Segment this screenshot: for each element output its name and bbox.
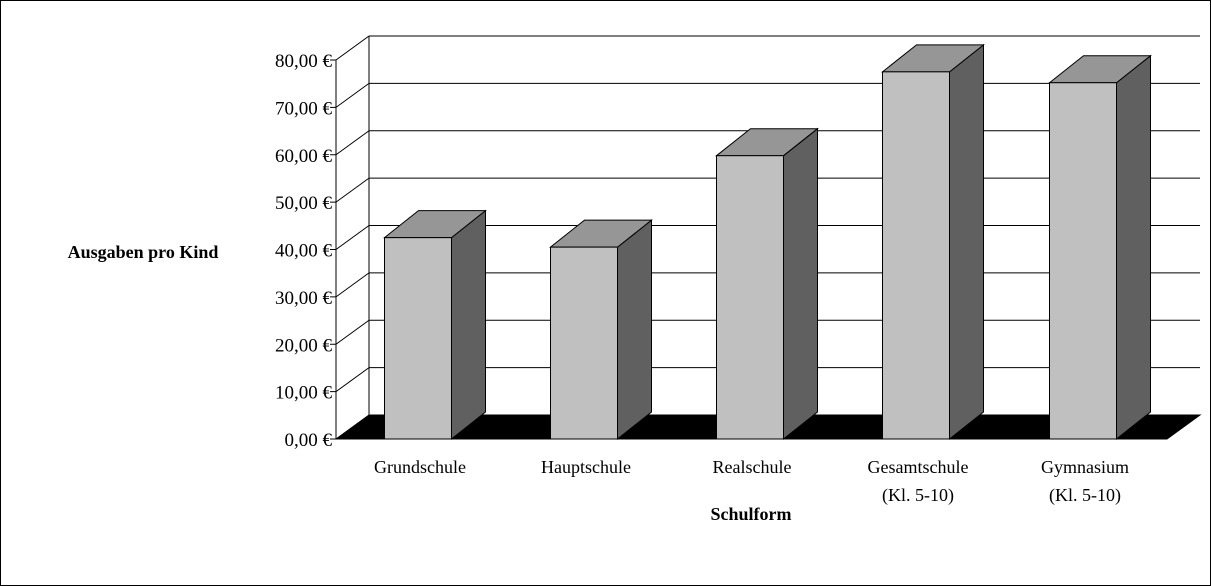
y-tick-label: 70,00 €: [275, 98, 333, 119]
bar-side-face: [783, 127, 818, 441]
gridline-side: [335, 82, 370, 108]
gridline-side: [335, 35, 370, 61]
bar: [549, 219, 653, 441]
x-category-label: Gymnasium: [1041, 457, 1129, 477]
bar-front-face: [550, 246, 618, 440]
x-category-label: Grundschule: [374, 457, 466, 477]
xcat-layer: Grundschule Hauptschule Realschule Gesamtsc…: [374, 457, 1129, 506]
gridline-side: [335, 130, 370, 156]
x-category-label: Realschule: [713, 457, 792, 477]
bar: [1048, 54, 1152, 441]
gridline-side: [335, 225, 370, 250]
y-axis-title: Ausgaben pro Kind: [68, 242, 219, 262]
x-category-label: Gesamtschule: [868, 457, 969, 477]
bar: [881, 43, 985, 441]
gridline-side: [335, 319, 370, 345]
bar-front-face: [384, 237, 452, 440]
bar-front-face: [882, 71, 950, 440]
y-tick-label: 40,00 €: [275, 241, 333, 262]
y-tick-label: 50,00 €: [275, 193, 333, 214]
bar-side-face: [1116, 54, 1151, 441]
bar-layer: [383, 43, 1152, 441]
x-category-label: Hauptschule: [541, 457, 631, 477]
gridline-side: [335, 272, 370, 298]
gridline-side: [335, 367, 370, 393]
ytick-layer: 0,00 € 10,00 € 20,00 € 30,00 € 40,00 € 50,00 …: [275, 51, 337, 451]
bar-front-face: [716, 155, 784, 440]
gridline-side: [335, 177, 370, 203]
bar-side-face: [617, 219, 652, 441]
x-category-label: (Kl. 5-10): [882, 485, 954, 506]
bar-front-face: [1049, 82, 1117, 440]
y-tick-label: 80,00 €: [275, 51, 333, 72]
y-tick-label: 20,00 €: [275, 335, 333, 356]
bar-side-face: [451, 209, 486, 441]
bar: [715, 127, 819, 441]
bar: [383, 209, 487, 441]
y-tick-label: 10,00 €: [275, 383, 333, 404]
y-tick-label: 0,00 €: [285, 430, 333, 451]
y-tick-label: 30,00 €: [275, 288, 333, 309]
x-category-label: (Kl. 5-10): [1049, 485, 1121, 506]
x-axis-title: Schulform: [711, 504, 792, 524]
y-tick-label: 60,00 €: [275, 146, 333, 167]
bar-side-face: [949, 43, 984, 441]
